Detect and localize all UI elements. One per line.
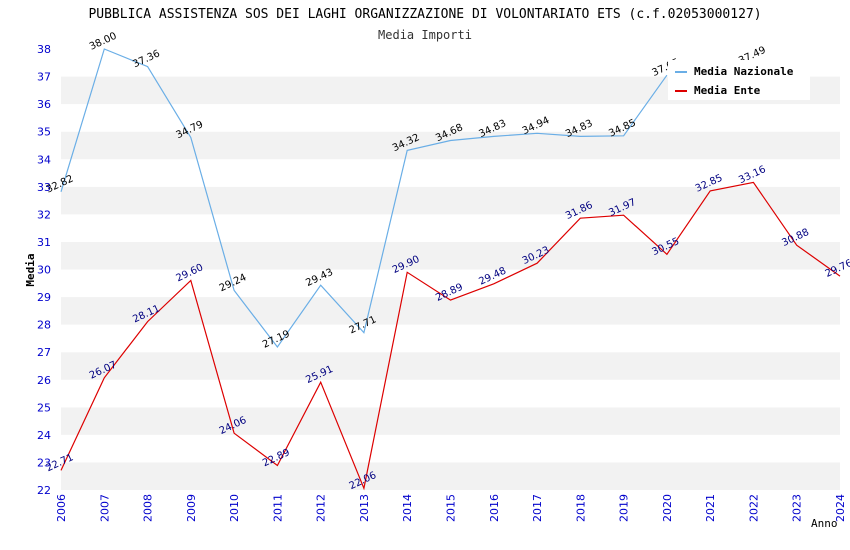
x-tick-label: 2014 [401,494,414,522]
x-tick-label: 2007 [98,494,111,522]
y-tick-label: 27 [37,346,51,359]
y-tick-label: 29 [37,291,51,304]
grid-band [61,379,840,408]
x-tick-label: 2013 [358,494,371,522]
y-tick-label: 31 [37,236,51,249]
series-lines [60,48,841,491]
grid-band [61,352,840,380]
x-tick-label: 2011 [271,494,284,522]
chart-title: PUBBLICA ASSISTENZA SOS DEI LAGHI ORGANI… [88,7,761,22]
legend-label-media-ente: Media Ente [694,84,761,97]
y-tick-label: 28 [37,319,51,332]
y-tick-label: 36 [37,98,51,111]
grid-band [61,159,840,187]
x-axis-label: Anno [811,517,838,530]
y-tick-label: 23 [37,456,51,469]
legend-box [668,60,810,100]
legend: Media Nazionale Media Ente [668,60,810,100]
x-tick-label: 2012 [315,494,328,522]
x-tick-label: 2022 [747,494,760,522]
grid-band [61,297,840,325]
grid-band [61,186,840,215]
chart-subtitle: Media Importi [378,28,472,42]
y-tick-label: 30 [37,264,51,277]
y-tick-label: 24 [37,429,51,442]
grid-bands [61,49,840,490]
x-tick-label: 2010 [228,494,241,522]
grid-band [61,462,840,490]
x-tick-label: 2023 [791,494,804,522]
y-tick-label: 25 [37,401,51,414]
x-tick-label: 2017 [531,494,544,522]
x-tick-label: 2006 [55,494,68,522]
grid-band [61,434,840,463]
grid-band [61,324,840,353]
grid-band [61,269,840,298]
y-tick-label: 26 [37,374,51,387]
x-tick-label: 2009 [185,494,198,522]
x-tick-label: 2020 [661,494,674,522]
x-axis-ticks: 2006 2007 2008 2009 2010 2011 2012 2013 2014 2015… [55,494,847,522]
grid-band [61,131,840,160]
y-axis-ticks: 22 23 24 25 26 27 28 29 30 31 32 33 34 35 36 37 38 [37,43,51,497]
y-axis-label: Media [24,253,37,286]
y-tick-label: 38 [37,43,51,56]
series-line-media-ente [60,181,841,491]
x-tick-label: 2016 [488,494,501,522]
y-tick-label: 35 [37,126,51,139]
x-tick-label: 2024 [834,494,847,522]
grid-band [61,241,840,270]
x-tick-label: 2019 [618,494,631,522]
x-tick-label: 2008 [142,494,155,522]
grid-band [61,104,840,132]
x-tick-label: 2018 [574,494,587,522]
y-tick-label: 33 [37,181,51,194]
x-tick-label: 2015 [445,494,458,522]
grid-band [61,214,840,242]
legend-label-media-nazionale: Media Nazionale [694,65,794,78]
series-line-media-nazionale [60,48,668,349]
x-tick-label: 2021 [704,494,717,522]
y-tick-label: 34 [37,153,51,166]
y-tick-label: 32 [37,208,51,221]
y-tick-label: 37 [37,71,51,84]
y-tick-label: 22 [37,484,51,497]
grid-band [61,407,840,435]
